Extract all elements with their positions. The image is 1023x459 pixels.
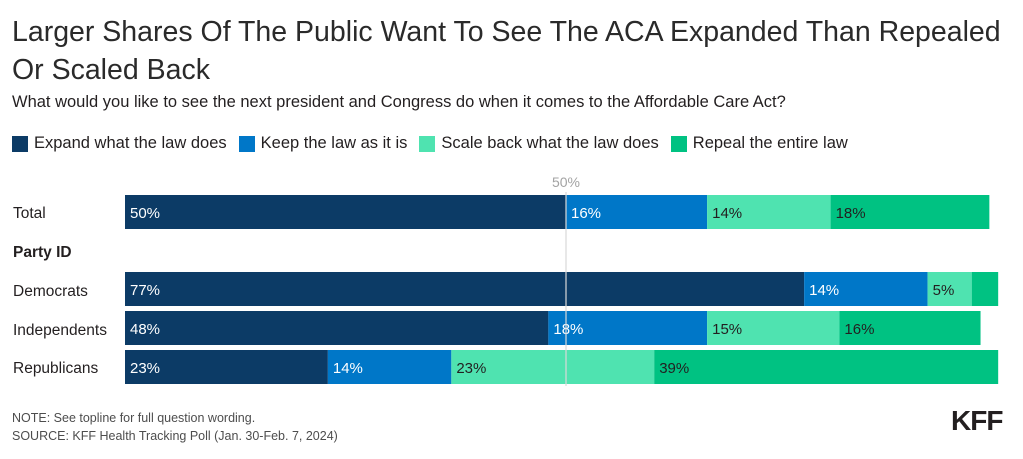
bar-democrats-repeal bbox=[971, 272, 999, 306]
legend-label-keep: Keep the law as it is bbox=[260, 134, 408, 152]
bar-total-scale bbox=[707, 195, 831, 229]
legend-swatch-keep bbox=[238, 135, 255, 152]
value-label-republicans-repeal: 39% bbox=[659, 360, 689, 377]
bar-total-repeal bbox=[830, 195, 990, 229]
value-label-total-scale: 14% bbox=[712, 205, 742, 222]
legend-item-keep: Keep the law as it is bbox=[238, 134, 408, 153]
bar-total-expand bbox=[125, 195, 566, 229]
value-label-independents-keep: 18% bbox=[553, 321, 583, 338]
row-label-democrats: Democrats bbox=[13, 283, 88, 300]
value-label-total-repeal: 18% bbox=[836, 205, 866, 222]
legend: Expand what the law does Keep the law as… bbox=[12, 134, 860, 153]
legend-label-expand: Expand what the law does bbox=[34, 134, 227, 152]
value-label-democrats-expand: 77% bbox=[130, 282, 160, 299]
bar-independents-keep bbox=[548, 311, 708, 345]
legend-item-expand: Expand what the law does bbox=[12, 134, 227, 153]
bar-democrats-expand bbox=[125, 272, 805, 306]
legend-item-repeal: Repeal the entire law bbox=[670, 134, 848, 153]
bar-independents-scale bbox=[707, 311, 840, 345]
bar-democrats-scale bbox=[927, 272, 972, 306]
value-label-democrats-keep: 14% bbox=[809, 282, 839, 299]
group-header-party-id: Party ID bbox=[13, 244, 72, 261]
chart-title: Larger Shares Of The Public Want To See … bbox=[12, 16, 1001, 86]
value-label-democrats-scale: 5% bbox=[933, 282, 955, 299]
legend-label-scale: Scale back what the law does bbox=[441, 134, 659, 152]
bar-independents-repeal bbox=[839, 311, 981, 345]
stacked-bar-chart: Total 50% 16% 14% 18% Party ID Democrats 77% 14%… bbox=[13, 174, 999, 386]
bar-independents-expand bbox=[125, 311, 549, 345]
bar-democrats-keep bbox=[804, 272, 928, 306]
kff-logo: KFF bbox=[951, 405, 1003, 436]
value-label-independents-expand: 48% bbox=[130, 321, 160, 338]
legend-label-repeal: Repeal the entire law bbox=[692, 134, 848, 152]
legend-swatch-scale bbox=[419, 135, 436, 152]
value-label-republicans-keep: 14% bbox=[333, 360, 363, 377]
legend-swatch-repeal bbox=[670, 135, 687, 152]
legend-item-scale: Scale back what the law does bbox=[419, 134, 659, 153]
footnotes: NOTE: See topline for full question word… bbox=[12, 409, 338, 445]
value-label-independents-repeal: 16% bbox=[844, 321, 874, 338]
value-label-independents-scale: 15% bbox=[712, 321, 742, 338]
value-label-total-expand: 50% bbox=[130, 205, 160, 222]
row-label-independents: Independents bbox=[13, 322, 107, 339]
chart-subtitle: What would you like to see the next pres… bbox=[12, 93, 786, 111]
bar-republicans-expand bbox=[125, 350, 328, 384]
value-label-republicans-scale: 23% bbox=[456, 360, 486, 377]
value-label-republicans-expand: 23% bbox=[130, 360, 160, 377]
legend-swatch-expand bbox=[12, 135, 28, 152]
reference-line-label: 50% bbox=[552, 174, 580, 190]
note-text: NOTE: See topline for full question word… bbox=[12, 411, 256, 425]
row-label-total: Total bbox=[13, 205, 46, 222]
value-label-total-keep: 16% bbox=[571, 205, 601, 222]
source-text: SOURCE: KFF Health Tracking Poll (Jan. 3… bbox=[12, 429, 338, 443]
bar-republicans-keep bbox=[327, 350, 452, 384]
bar-republicans-repeal bbox=[654, 350, 999, 384]
row-label-republicans: Republicans bbox=[13, 360, 99, 377]
bar-total-keep bbox=[566, 195, 708, 229]
bar-republicans-scale bbox=[451, 350, 655, 384]
